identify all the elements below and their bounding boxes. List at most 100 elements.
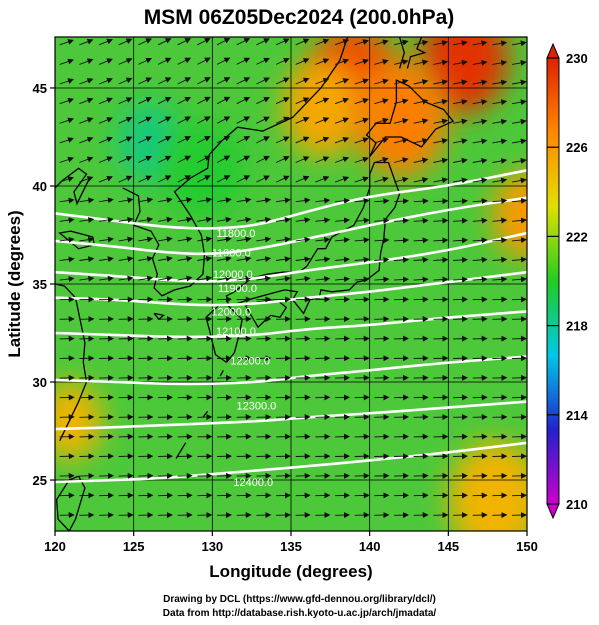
wind-arrow — [315, 175, 330, 183]
wind-arrow — [98, 77, 113, 85]
wind-arrow — [236, 275, 252, 282]
wind-arrow — [138, 236, 154, 243]
wind-arrow — [197, 175, 211, 183]
wind-arrow — [256, 136, 270, 144]
wind-arrow — [256, 216, 272, 223]
wind-arrow — [138, 256, 154, 262]
wind-arrow — [492, 138, 508, 145]
wind-arrow — [197, 96, 211, 105]
wind-arrow — [295, 156, 310, 163]
wind-arrow — [99, 275, 114, 282]
wind-arrow — [59, 137, 74, 144]
wind-arrow — [216, 155, 231, 163]
wind-arrow — [472, 59, 488, 66]
wind-arrow — [315, 236, 331, 243]
wind-arrow — [393, 59, 409, 66]
wind-arrow — [413, 137, 429, 144]
wind-arrow — [118, 77, 133, 85]
wind-arrow — [236, 38, 251, 46]
wind-arrow — [59, 197, 75, 204]
wind-arrow — [433, 98, 449, 105]
contour-labels: 11800.0 11900.0 12000.0 11900.0 12000.0 12100… — [211, 228, 276, 489]
wind-arrow — [354, 237, 370, 244]
wind-arrow — [59, 236, 75, 243]
x-axis-ticks: 120 125 130 135 140 145 150 — [44, 531, 538, 554]
wind-arrow — [492, 276, 508, 283]
wind-arrow — [295, 236, 311, 243]
wind-arrow — [236, 96, 251, 105]
x-tick-label: 140 — [359, 539, 381, 554]
wind-arrow — [354, 197, 370, 204]
wind-arrow — [393, 118, 409, 124]
wind-arrow — [374, 276, 390, 283]
wind-arrow — [374, 217, 390, 224]
wind-arrow — [453, 256, 468, 263]
wind-arrow — [79, 256, 95, 263]
wind-arrow — [394, 237, 409, 244]
wind-arrow — [118, 38, 133, 46]
wind-arrow — [236, 57, 251, 65]
wind-arrow — [295, 217, 311, 224]
wind-arrow — [472, 198, 488, 205]
wind-arrow — [158, 236, 173, 243]
wind-arrow — [138, 136, 153, 144]
wind-arrow — [354, 117, 369, 124]
wind-arrow — [59, 117, 74, 124]
wind-arrow — [79, 236, 95, 243]
wind-arrow — [512, 177, 527, 184]
colorbar-tick-label: 218 — [566, 319, 588, 334]
wind-arrow — [433, 118, 449, 125]
wind-arrow — [354, 176, 369, 183]
wind-arrow — [374, 117, 389, 124]
y-axis-label: Latitude (degrees) — [5, 210, 24, 357]
contour-label: 12000.0 — [213, 269, 253, 281]
wind-arrow — [472, 177, 488, 184]
wind-arrow — [177, 136, 192, 144]
wind-arrow — [354, 58, 369, 65]
wind-arrow — [433, 237, 449, 244]
coastline — [58, 230, 96, 250]
wind-arrow — [236, 116, 251, 124]
wind-arrow — [374, 176, 389, 183]
wind-arrow — [453, 177, 468, 184]
wind-arrow — [433, 276, 449, 283]
wind-arrow — [236, 77, 251, 85]
wind-arrow — [512, 237, 527, 244]
wind-arrow — [275, 175, 290, 183]
wind-arrow — [59, 78, 74, 85]
contour-line — [55, 310, 527, 339]
wind-arrow — [256, 256, 272, 263]
wind-arrow — [275, 136, 290, 144]
wind-arrow — [197, 255, 213, 262]
wind-arrow — [59, 217, 75, 224]
coastline — [225, 161, 401, 315]
wind-arrow — [256, 197, 272, 204]
wind-arrow — [334, 176, 350, 183]
wind-arrow — [275, 57, 290, 65]
wind-arrow — [453, 198, 468, 205]
colorbar-bar — [546, 57, 560, 505]
wind-arrow — [453, 276, 468, 283]
wind-arrow — [374, 198, 390, 205]
wind-arrow — [394, 256, 409, 263]
colorbar-tick-label: 214 — [566, 408, 588, 423]
wind-arrow — [492, 99, 508, 106]
coastline — [175, 442, 187, 459]
wind-arrow — [138, 97, 153, 105]
wind-arrow — [79, 136, 94, 144]
wind-arrow — [138, 38, 153, 46]
wind-arrow — [492, 40, 508, 47]
wind-arrow — [217, 197, 232, 204]
wind-arrow — [157, 155, 172, 163]
coastline — [55, 475, 86, 531]
wind-arrow — [374, 78, 389, 85]
wind-arrow — [118, 275, 134, 282]
contour-label: 12300.0 — [237, 401, 277, 413]
wind-arrow — [354, 156, 369, 163]
wind-arrow — [98, 175, 113, 183]
colorbar-tick-label: 226 — [566, 140, 588, 155]
wind-arrow — [177, 197, 193, 204]
wind-arrow — [295, 97, 310, 105]
x-tick-label: 130 — [201, 539, 223, 554]
wind-arrow — [394, 217, 409, 224]
